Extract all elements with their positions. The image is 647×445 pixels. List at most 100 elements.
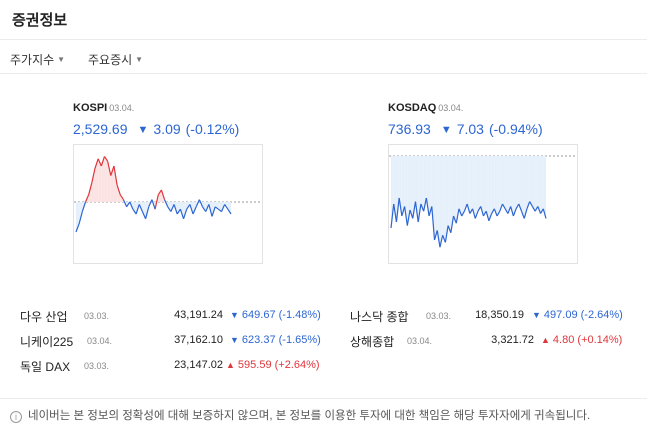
tab-major-markets[interactable]: 주요증시 ▼ [88, 51, 143, 68]
chart-fill-segment [91, 168, 95, 202]
market-name: 다우 산업 [20, 310, 68, 324]
market-row-shanghai[interactable]: 상해종합 03.04. 3,321.72 ▲ 4.80 (+0.14%) [0, 333, 647, 353]
market-value: 3,321.72 [491, 334, 534, 346]
chart-fill-segment [461, 156, 465, 216]
chart-line-segment [458, 208, 463, 217]
market-value: 18,350.19 [475, 309, 524, 321]
chart-line-segment [455, 208, 460, 224]
down-arrow-icon: ▼ [440, 124, 452, 136]
chart-line-segment [452, 215, 457, 224]
index-percent: (-0.94%) [488, 121, 543, 137]
chart-line-segment [186, 204, 191, 210]
chart-line-segment [154, 194, 159, 210]
chart-line-segment [482, 210, 487, 217]
chart-fill-segment [420, 156, 424, 212]
kospi-chart[interactable] [73, 144, 263, 264]
change-percent: (-1.65%) [278, 334, 321, 346]
chart-fill-segment [499, 156, 503, 212]
chart-fill-segment [407, 156, 411, 226]
chart-line-segment [477, 206, 482, 212]
chart-line-segment [423, 197, 427, 212]
chart-fill-segment [518, 156, 522, 212]
chart-line-segment [493, 208, 498, 217]
chart-line-segment [126, 201, 131, 208]
index-date: 03.04. [438, 103, 464, 113]
kosdaq-chart[interactable] [388, 144, 578, 264]
chart-line-segment [97, 158, 102, 167]
chart-fill-segment [497, 156, 500, 216]
chart-fill-segment [464, 156, 468, 212]
index-change: 3.09 [153, 121, 181, 137]
chart-line-segment [119, 194, 124, 200]
chart-line-segment [420, 203, 425, 212]
chart-fill-segment [543, 156, 546, 219]
kospi-summary[interactable]: KOSPI 03.04. 2,529.69 ▼ 3.09 (-0.12%) [73, 98, 239, 137]
market-row-nasdaq[interactable]: 나스닥 종합 03.03. 18,350.19 ▼ 497.09 (-2.64%) [0, 308, 647, 328]
chart-fill-segment [535, 156, 538, 212]
chart-line-segment [463, 203, 468, 212]
market-row-nikkei[interactable]: 니케이225 03.04. 37,162.10 ▼ 623.37 (-1.65%) [0, 333, 330, 353]
chart-fill-segment [532, 156, 536, 212]
chart-line-segment [526, 201, 531, 210]
chart-fill-segment [478, 156, 481, 212]
chart-line-segment [202, 206, 207, 212]
chart-line-segment [469, 208, 474, 214]
chart-line-segment [176, 208, 181, 215]
chart-line-segment [107, 161, 112, 176]
chart-fill-segment [537, 156, 541, 214]
tab-index-label: 주가지수 [10, 53, 55, 67]
tab-index[interactable]: 주가지수 ▼ [10, 51, 65, 68]
chart-line-segment [542, 208, 547, 219]
index-change: 7.03 [456, 121, 484, 137]
market-change: ▼ 497.09 (-2.64%) [532, 309, 623, 321]
chart-line-segment [417, 203, 422, 223]
chart-fill-segment [227, 202, 231, 214]
chart-line-segment [520, 210, 525, 219]
market-date: 03.03. [84, 361, 110, 371]
market-change: ▲ 4.80 (+0.14%) [541, 334, 622, 346]
chart-line-segment [164, 199, 169, 208]
chart-line-segment [113, 165, 118, 186]
tab-major-markets-label: 주요증시 [88, 53, 133, 67]
up-arrow-icon: ▲ [541, 335, 550, 345]
kosdaq-chart-svg [389, 155, 577, 248]
market-row-dax[interactable]: 독일 DAX 03.03. 23,147.02 ▲ 595.59 (+2.64%) [0, 358, 330, 378]
chart-fill-segment [442, 156, 446, 243]
chart-fill-segment [431, 156, 435, 240]
change-value: 595.59 [237, 359, 272, 371]
chart-fill-segment [494, 156, 498, 216]
chart-fill-segment [450, 156, 454, 233]
chart-line-segment [537, 206, 542, 214]
chart-line-segment [195, 199, 200, 208]
chart-line-segment [447, 225, 452, 234]
kosdaq-summary[interactable]: KOSDAQ 03.04. 736.93 ▼ 7.03 (-0.94%) [388, 98, 543, 137]
down-arrow-icon: ▼ [137, 124, 149, 136]
chart-fill-segment [467, 156, 470, 214]
chart-fill-segment [472, 156, 476, 219]
chart-line-segment [167, 206, 172, 212]
index-price: 736.93 [388, 121, 431, 137]
market-value: 23,147.02 [174, 359, 223, 371]
chart-fill-segment [458, 156, 462, 216]
kospi-chart-svg [74, 156, 262, 233]
chart-line-segment [393, 203, 398, 223]
chart-line-segment [94, 158, 99, 169]
chart-line-segment [507, 206, 512, 214]
change-value: 4.80 [552, 334, 575, 346]
chart-fill-segment [483, 156, 487, 216]
market-row-dow[interactable]: 다우 산업 03.03. 43,191.24 ▼ 649.67 (-1.48%) [0, 308, 330, 328]
chart-line-segment [531, 206, 536, 212]
chart-line-segment [173, 204, 178, 215]
chart-line-segment [414, 201, 419, 223]
chart-fill-segment [132, 202, 137, 214]
chart-fill-segment [391, 156, 394, 228]
chart-line-segment [182, 209, 188, 219]
chart-line-segment [404, 206, 408, 226]
change-value: 623.37 [241, 334, 276, 346]
market-change: ▼ 623.37 (-1.65%) [230, 334, 321, 346]
chart-line-segment [504, 208, 509, 214]
market-change: ▼ 649.67 (-1.48%) [230, 309, 321, 321]
chart-fill-segment [167, 202, 171, 212]
caret-down-icon: ▼ [57, 55, 66, 64]
chart-fill-segment [98, 158, 102, 202]
